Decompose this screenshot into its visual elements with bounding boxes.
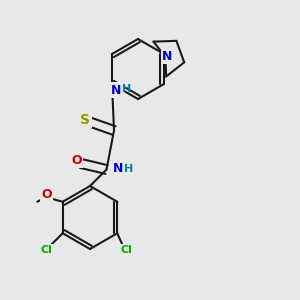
Text: S: S (80, 113, 91, 127)
Text: H: H (122, 84, 131, 94)
Text: Cl: Cl (40, 245, 52, 255)
Text: Cl: Cl (120, 245, 132, 255)
Text: H: H (124, 164, 134, 174)
Text: O: O (71, 154, 82, 167)
Text: N: N (162, 50, 172, 63)
Text: O: O (41, 188, 52, 201)
Text: N: N (113, 161, 124, 175)
Text: N: N (111, 83, 122, 97)
